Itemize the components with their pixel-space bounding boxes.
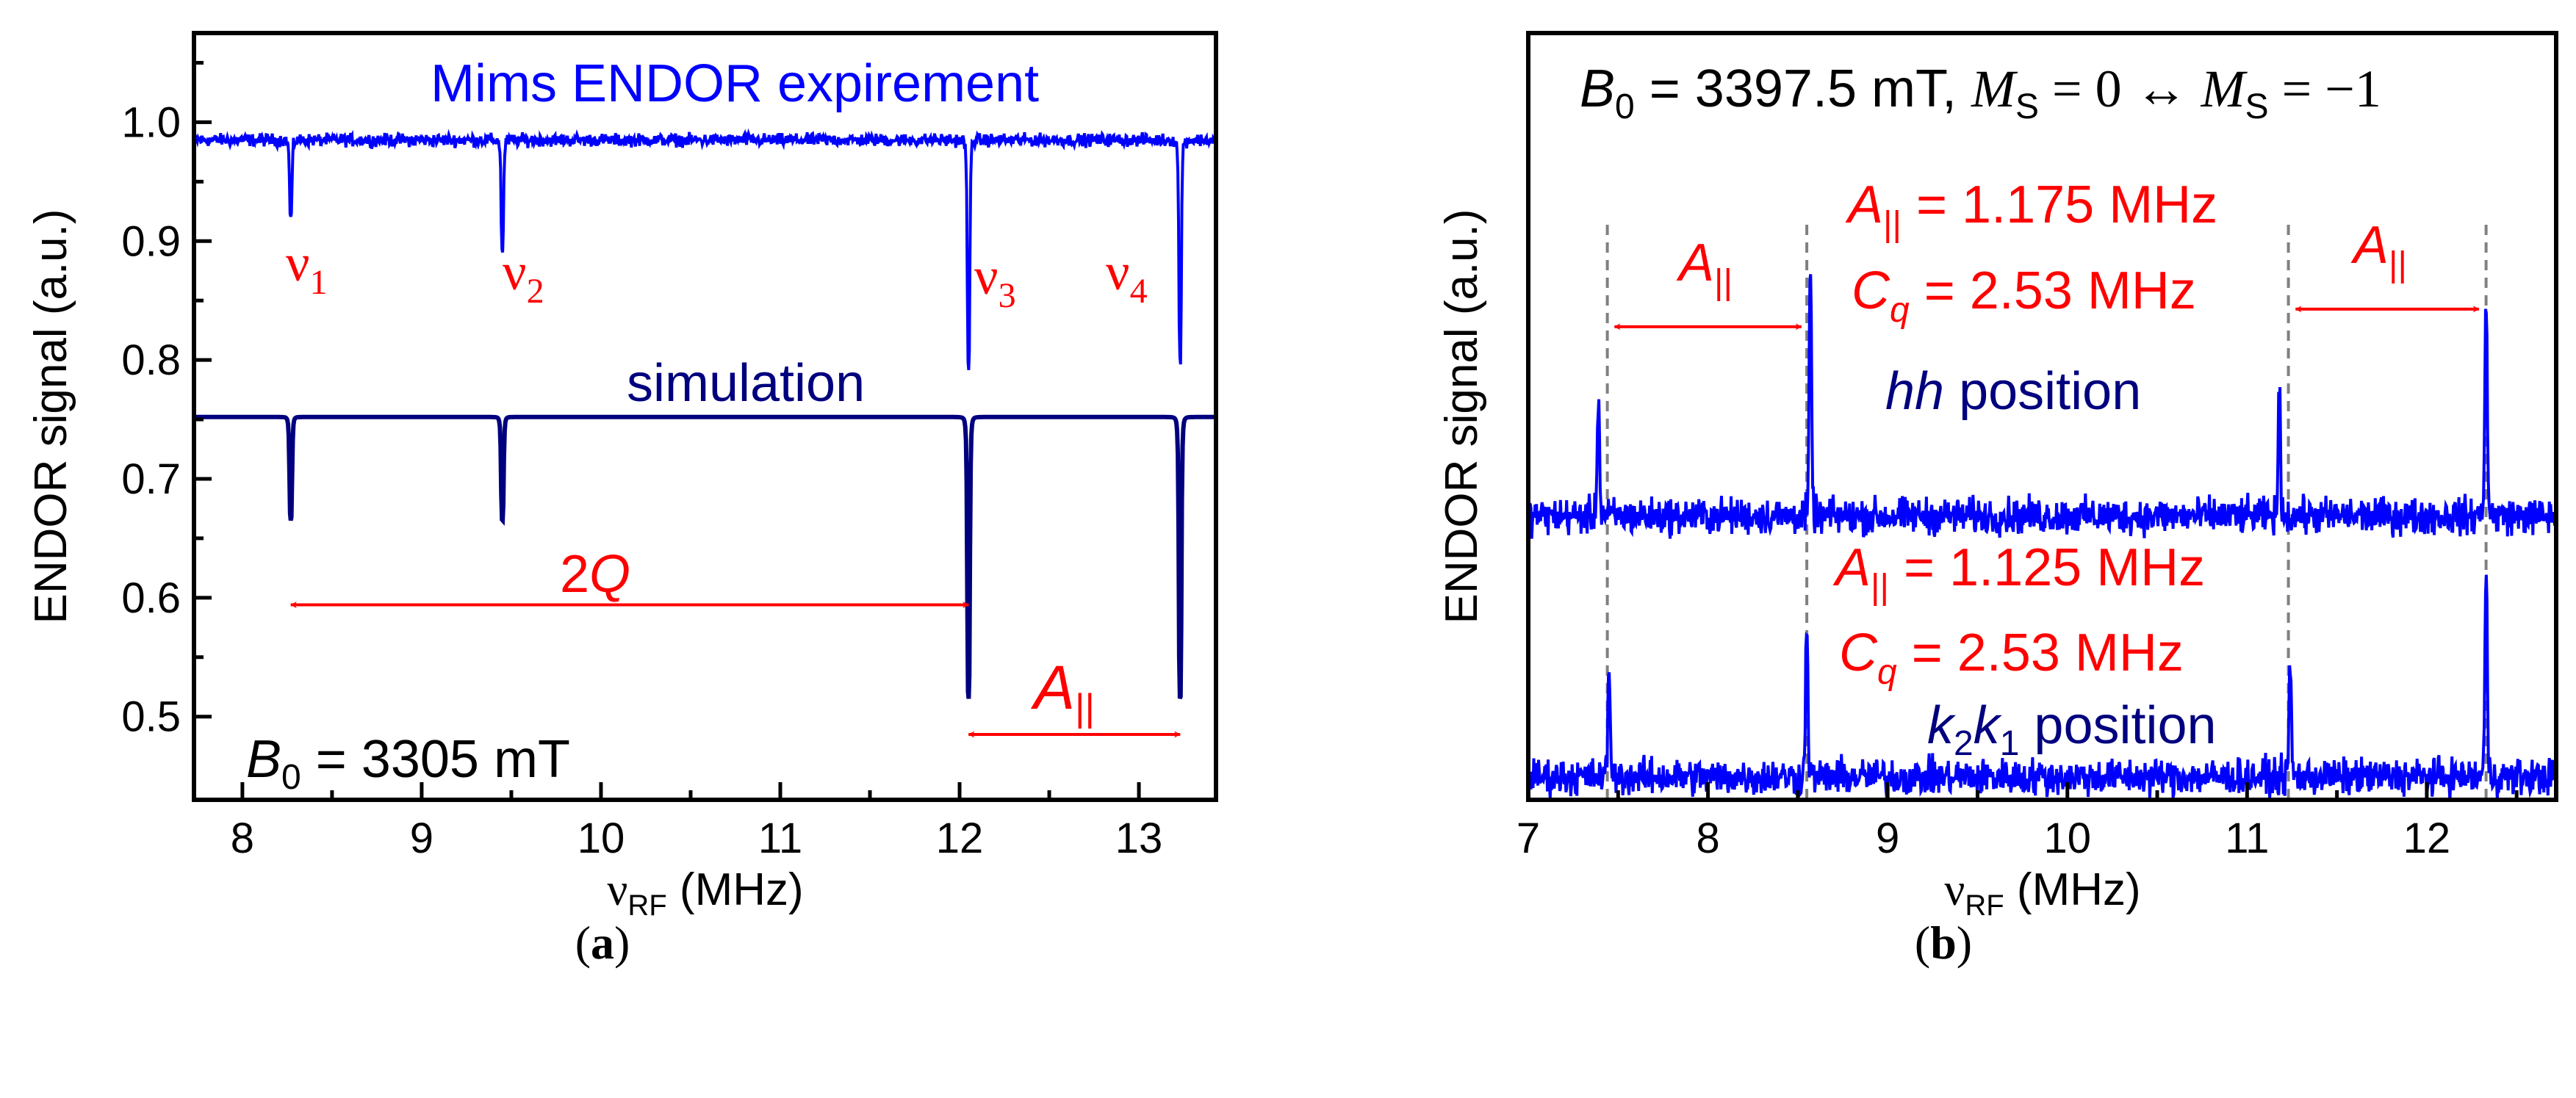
a-parallel-left-label-b: A|| xyxy=(1676,234,1733,302)
series-line-mims-endor-expirement xyxy=(194,128,1216,371)
simulation-label: simulation xyxy=(627,354,865,413)
x-tick-label: 9 xyxy=(410,815,433,862)
panel-label-a: (a) xyxy=(575,917,630,969)
a-parallel-right-label-b: A|| xyxy=(2350,216,2407,284)
experiment-label: Mims ENDOR expirement xyxy=(431,54,1039,113)
y-tick-label: 0.7 xyxy=(121,455,181,503)
x-tick-label: 10 xyxy=(2043,815,2091,862)
x-tick-label: 11 xyxy=(758,815,802,862)
x-tick-label: 7 xyxy=(1517,815,1540,862)
panel-b: 7 8 9 10 11 12 ENDOR signal (a.u.) νRF (MHz) … xyxy=(1436,31,2558,969)
x-axis-label-a: νRF (MHz) xyxy=(607,864,803,922)
x-tick-label: 9 xyxy=(1876,815,1899,862)
x-tick-label: 13 xyxy=(1115,815,1163,862)
nu3-label: ν3 xyxy=(974,247,1016,315)
two-q-label: 2Q xyxy=(560,545,630,604)
x-tick-label: 11 xyxy=(2225,815,2269,862)
y-tick-label: 0.5 xyxy=(121,693,181,741)
y-tick-label: 0.9 xyxy=(121,217,181,265)
y-tick-label: 0.6 xyxy=(121,574,181,622)
nu2-label: ν2 xyxy=(503,242,544,311)
x-tick-label: 12 xyxy=(2403,815,2451,862)
series-line-hh-position xyxy=(1528,274,2556,539)
series-line-k2k1-position xyxy=(1528,574,2556,800)
y-tick-label: 0.8 xyxy=(121,336,181,384)
x-axis-label-b: νRF (MHz) xyxy=(1944,864,2140,922)
title-b: B0 = 3397.5 mT, MS = 0 ↔ MS = −1 xyxy=(1580,59,2381,126)
plot-frame xyxy=(192,31,1218,802)
x-tick-label: 8 xyxy=(231,815,254,862)
plot-area-b: 7 8 9 10 11 12 xyxy=(1517,31,2558,862)
plot-frame xyxy=(1526,31,2558,802)
x-tick-label: 8 xyxy=(1696,815,1719,862)
x-tick-label: 12 xyxy=(936,815,984,862)
panel-label-b: (b) xyxy=(1915,917,1972,969)
y-axis-label-b: ENDOR signal (a.u.) xyxy=(1436,209,1487,624)
b0-label-a: B0 = 3305 mT xyxy=(246,730,570,797)
series-line-simulation xyxy=(194,414,1216,700)
panel-a: 8 9 10 11 12 13 0.5 0.6 0.7 0.8 0.9 1.0 ENDOR signa… xyxy=(26,31,1218,969)
y-axis-label-a: ENDOR signal (a.u.) xyxy=(26,209,76,624)
k2k1-position-label: k2k1 position xyxy=(1927,696,2217,763)
y-tick-label: 1.0 xyxy=(121,98,181,146)
hh-a-parallel-value: A|| = 1.175 MHz xyxy=(1845,176,2217,244)
x-tick-label: 10 xyxy=(578,815,625,862)
nu1-label: ν1 xyxy=(286,234,328,302)
hh-cq-value: Cq = 2.53 MHz xyxy=(1852,261,2196,330)
k2k1-a-parallel-value: A|| = 1.125 MHz xyxy=(1832,538,2205,607)
k2k1-cq-value: Cq = 2.53 MHz xyxy=(1839,624,2184,692)
nu4-label: ν4 xyxy=(1106,242,1148,311)
a-parallel-label-a: A|| xyxy=(1030,653,1095,729)
plot-area-a: 8 9 10 11 12 13 0.5 0.6 0.7 0.8 0.9 1.0 xyxy=(121,31,1218,862)
hh-position-label: hh position xyxy=(1885,362,2141,421)
